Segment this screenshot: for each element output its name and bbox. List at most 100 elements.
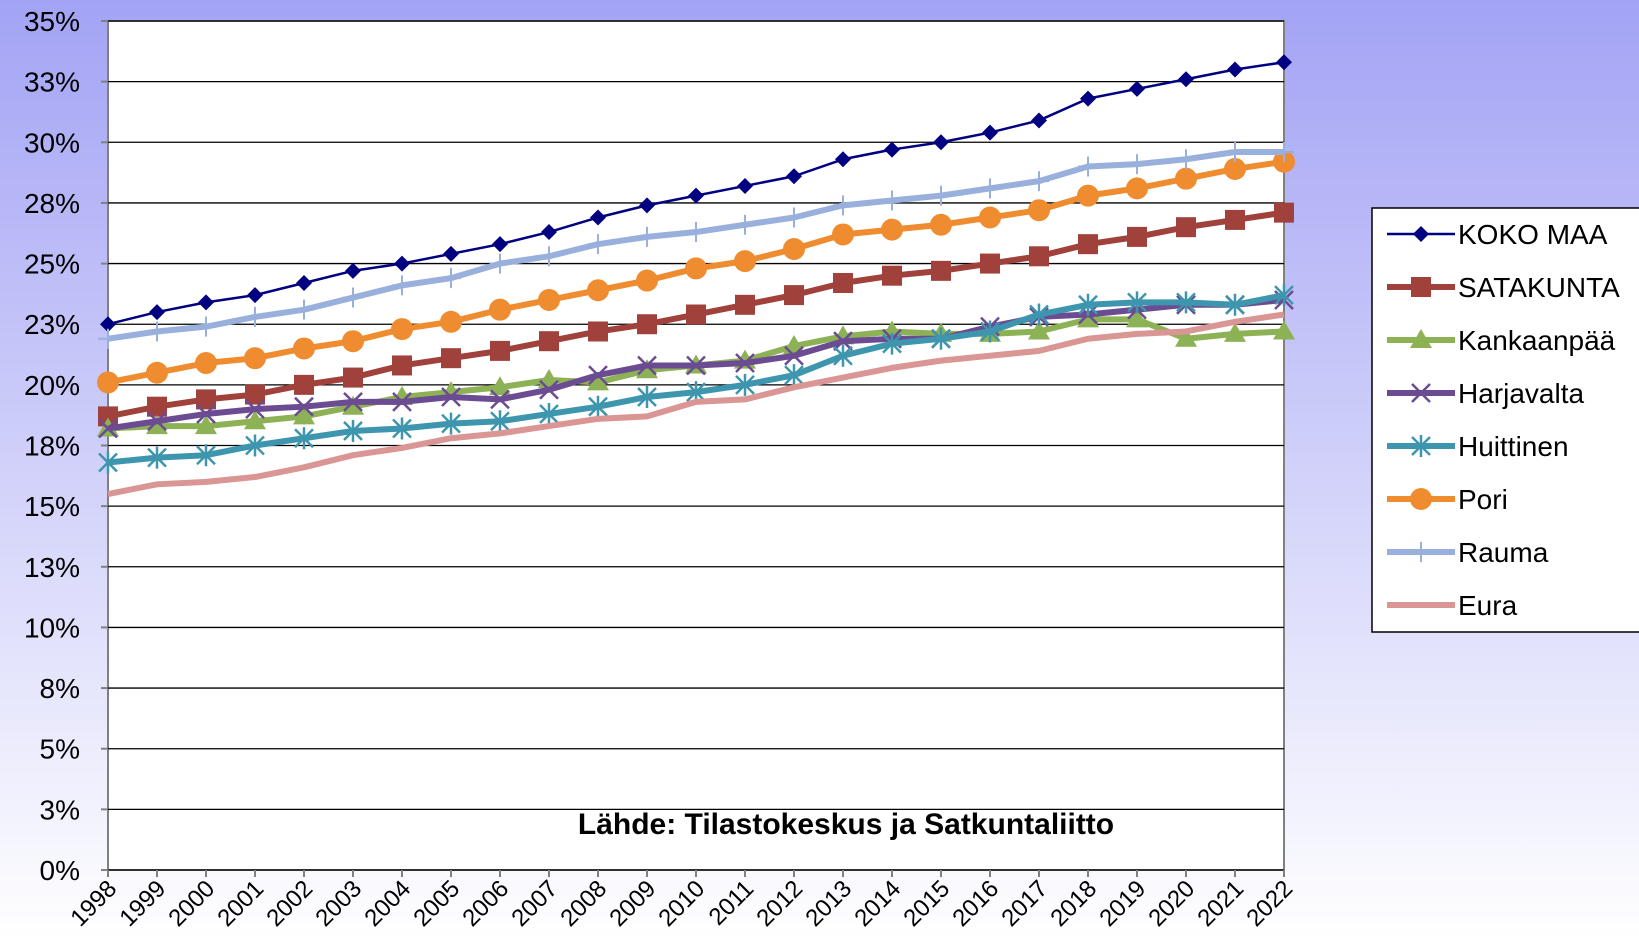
marker	[1078, 234, 1098, 255]
marker	[489, 298, 511, 321]
marker	[198, 294, 214, 311]
marker	[294, 427, 314, 450]
marker	[786, 168, 802, 185]
marker	[392, 417, 412, 440]
marker	[1031, 112, 1047, 129]
marker	[833, 331, 853, 352]
marker	[539, 246, 559, 267]
marker	[737, 177, 753, 194]
marker	[296, 274, 312, 291]
y-tick-label: 3%	[40, 794, 80, 825]
y-tick-label: 18%	[24, 431, 80, 462]
marker	[637, 314, 657, 335]
y-tick-label: 30%	[24, 127, 80, 158]
marker	[1127, 291, 1147, 314]
annotation: Lähde: Tilastokeskus ja Satkuntaliitto	[578, 808, 1114, 841]
marker	[982, 124, 998, 141]
marker	[1176, 291, 1196, 314]
series-line	[107, 311, 1285, 497]
marker	[294, 396, 314, 417]
legend-label: Huittinen	[1458, 431, 1569, 462]
series	[100, 54, 1292, 333]
marker	[244, 410, 266, 430]
marker	[539, 402, 559, 425]
marker	[146, 415, 168, 435]
marker	[1225, 209, 1245, 230]
marker	[1126, 177, 1148, 200]
marker	[784, 285, 804, 306]
marker	[931, 185, 951, 206]
marker	[441, 387, 461, 407]
legend-label: SATAKUNTA	[1458, 272, 1620, 303]
marker	[1276, 54, 1292, 71]
marker	[835, 151, 851, 168]
marker	[98, 418, 118, 439]
marker	[980, 320, 1000, 343]
marker	[247, 287, 263, 304]
marker	[392, 391, 412, 412]
marker	[343, 419, 363, 442]
marker	[686, 304, 706, 325]
marker	[245, 434, 265, 457]
marker	[343, 287, 363, 308]
marker	[1410, 488, 1432, 510]
legend-label: Kankaanpää	[1458, 325, 1616, 356]
y-tick-label: 25%	[24, 249, 80, 280]
marker	[394, 255, 410, 272]
marker	[1029, 171, 1049, 192]
marker	[1028, 199, 1050, 222]
marker	[1126, 308, 1148, 328]
legend-box	[1371, 207, 1639, 633]
marker	[490, 389, 510, 410]
marker	[1077, 308, 1099, 328]
marker	[884, 141, 900, 158]
marker	[489, 376, 511, 396]
marker	[98, 451, 118, 474]
marker	[587, 279, 609, 302]
marker	[882, 190, 902, 211]
marker	[1413, 226, 1429, 242]
marker	[1080, 90, 1096, 107]
marker	[343, 391, 363, 412]
marker	[1411, 383, 1431, 403]
legend-label: Eura	[1458, 590, 1518, 621]
marker	[196, 389, 216, 410]
marker	[541, 224, 557, 241]
marker	[784, 345, 804, 366]
marker	[196, 444, 216, 467]
marker	[590, 209, 606, 226]
marker	[636, 269, 658, 292]
marker	[146, 361, 168, 384]
legend-label: Harjavalta	[1458, 378, 1584, 409]
marker	[1175, 327, 1197, 347]
marker	[391, 318, 413, 341]
marker	[1028, 320, 1050, 340]
y-tick-label: 5%	[40, 734, 80, 765]
marker	[980, 253, 1000, 274]
marker	[245, 384, 265, 405]
marker	[637, 226, 657, 247]
marker	[441, 412, 461, 435]
marker	[196, 404, 216, 424]
marker	[734, 250, 756, 273]
marker	[492, 236, 508, 253]
marker	[1274, 284, 1294, 307]
series	[98, 141, 1294, 349]
marker	[245, 306, 265, 327]
series	[107, 311, 1285, 497]
marker	[588, 365, 608, 386]
marker	[1175, 167, 1197, 190]
marker	[443, 245, 459, 262]
marker	[587, 371, 609, 391]
marker	[342, 330, 364, 353]
marker	[98, 328, 118, 349]
y-tick-label: 15%	[24, 491, 80, 522]
marker	[735, 373, 755, 396]
marker	[538, 288, 560, 311]
marker	[1224, 157, 1246, 180]
y-tick-label: 8%	[40, 673, 80, 704]
marker	[588, 234, 608, 255]
marker	[440, 310, 462, 333]
